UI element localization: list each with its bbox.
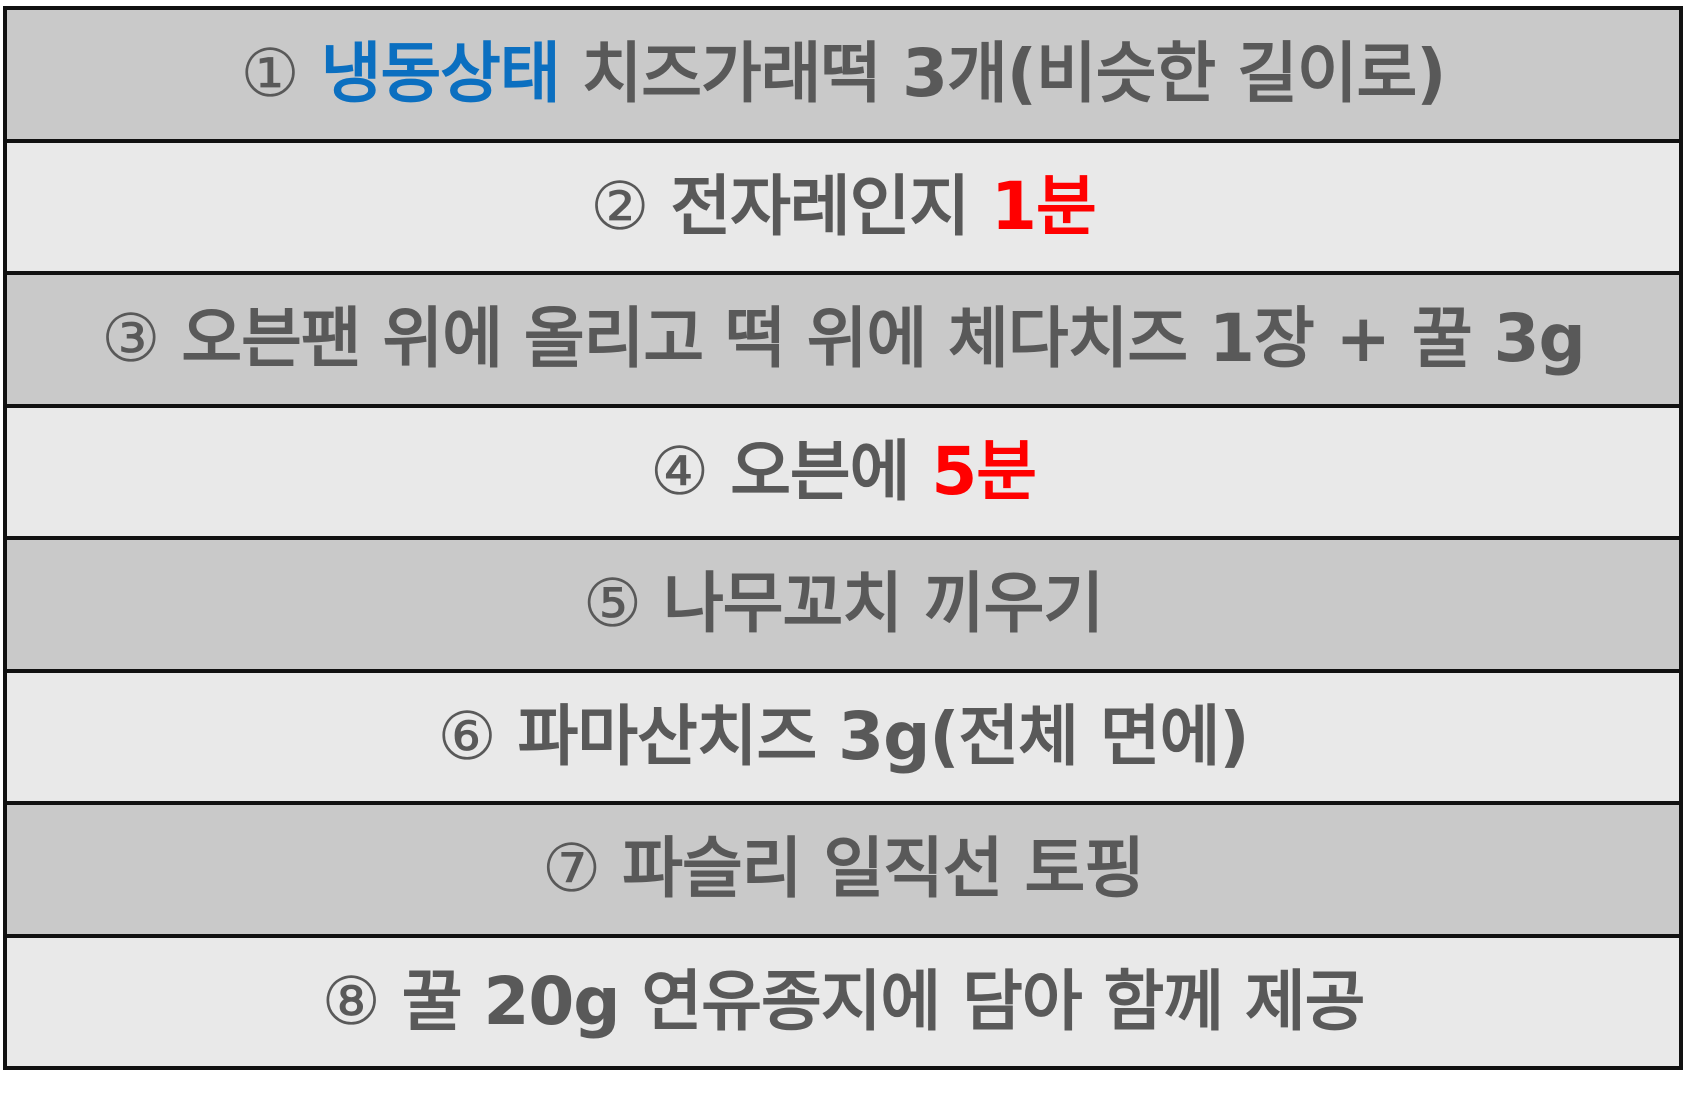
step-text-highlight: 5분 xyxy=(931,432,1037,510)
step-number: ② xyxy=(590,167,649,245)
step-text-highlight: 1분 xyxy=(991,167,1097,245)
step-number: ① xyxy=(240,35,300,113)
step-row-3: ③ 오븐팬 위에 올리고 떡 위에 체다치즈 1장 + 꿀 3g xyxy=(7,275,1679,408)
step-row-1: ① 냉동상태 치즈가래떡 3개(비슷한 길이로) xyxy=(7,10,1679,143)
step-text: 파슬리 일직선 토핑 xyxy=(622,830,1145,908)
step-text: 꿀 20g 연유종지에 담아 함께 제공 xyxy=(401,962,1366,1040)
step-text: 오븐에 xyxy=(730,432,932,510)
step-text: 오븐팬 위에 올리고 떡 위에 체다치즈 1장 + 꿀 3g xyxy=(181,300,1585,378)
step-row-5: ⑤ 나무꼬치 끼우기 xyxy=(7,540,1679,673)
step-text: 파마산치즈 3g(전체 면에) xyxy=(517,697,1250,775)
step-row-4: ④ 오븐에 5분 xyxy=(7,407,1679,540)
step-number: ③ xyxy=(101,300,160,378)
step-row-8: ⑧ 꿀 20g 연유종지에 담아 함께 제공 xyxy=(7,937,1679,1066)
step-text: 치즈가래떡 3개(비슷한 길이로) xyxy=(559,35,1447,113)
step-number: ⑦ xyxy=(542,830,601,908)
step-number: ④ xyxy=(650,432,709,510)
step-number: ⑤ xyxy=(582,565,642,643)
step-text: 전자레인지 xyxy=(670,167,992,245)
step-number: ⑥ xyxy=(437,697,496,775)
step-text-highlight: 냉동상태 xyxy=(320,35,561,113)
step-number: ⑧ xyxy=(321,962,381,1040)
step-row-6: ⑥ 파마산치즈 3g(전체 면에) xyxy=(7,672,1679,805)
recipe-steps-table: ① 냉동상태 치즈가래떡 3개(비슷한 길이로) ② 전자레인지 1분 ③ 오븐… xyxy=(3,6,1683,1070)
step-row-2: ② 전자레인지 1분 xyxy=(7,142,1679,275)
step-text: 나무꼬치 끼우기 xyxy=(663,565,1104,643)
step-row-7: ⑦ 파슬리 일직선 토핑 xyxy=(7,805,1679,938)
